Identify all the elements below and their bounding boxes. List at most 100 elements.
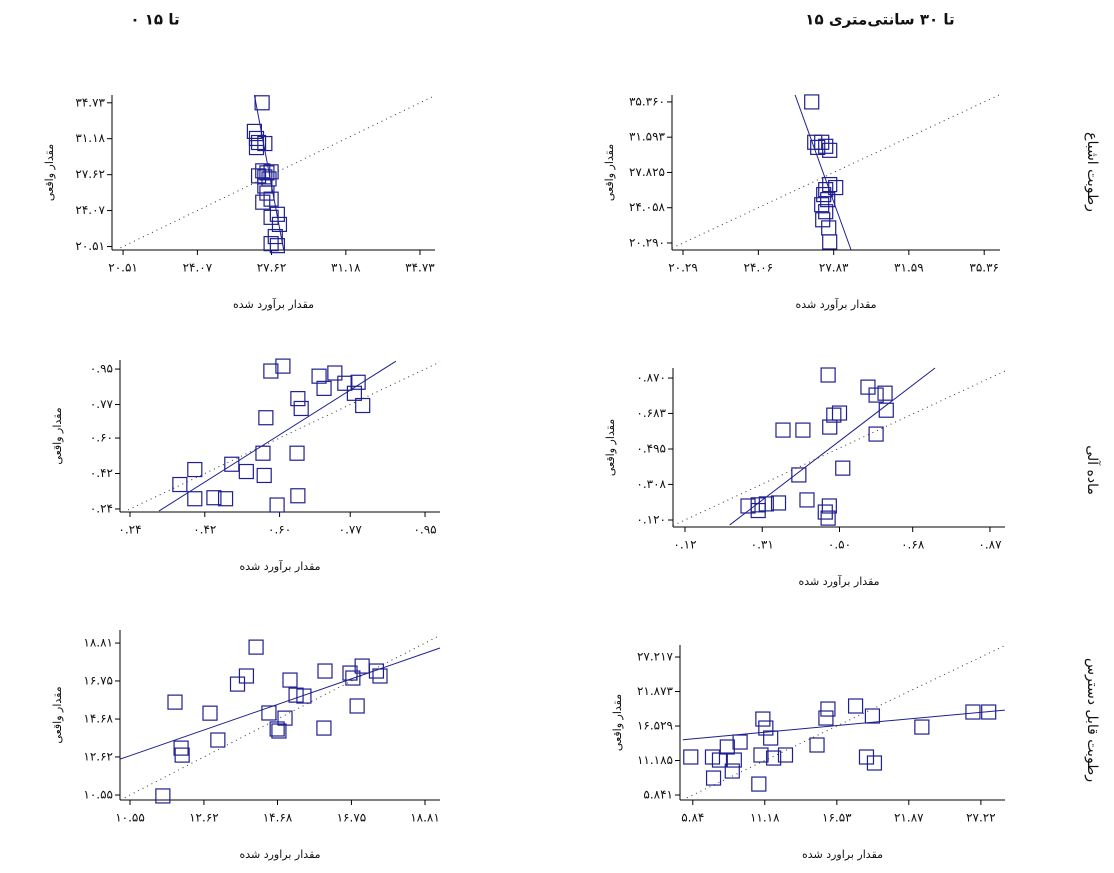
point (777, 747, 794, 763)
x-tick-label: ۳۱.۵۹ (894, 261, 924, 275)
row-title: رطوبت قابل دسترس (1084, 658, 1100, 782)
y-tick-label: ۰.۴۲ (90, 466, 113, 480)
y-tick-label: ۰.۳۰۸ (636, 477, 666, 491)
point (817, 504, 833, 520)
point (860, 379, 876, 395)
x-axis-title: مقدار برآورد شده (798, 574, 879, 588)
x-axis-title: مقدار براورد شده (239, 848, 320, 861)
x-tick-label: ۱۲.۶۲ (189, 811, 219, 825)
point (269, 206, 285, 222)
point (269, 497, 285, 513)
point (826, 407, 842, 423)
y-tick-label: ۱۸.۸۱ (83, 636, 113, 650)
y-axis-title: مقدار واقعی (611, 694, 624, 751)
y-tick-label: ۲۰.۲۹۰ (629, 235, 665, 249)
y-tick-label: ۰.۲۴ (90, 501, 113, 515)
x-tick-label: ۲۷.۸۳ (819, 261, 849, 275)
identity-line (672, 370, 1006, 527)
point (815, 212, 831, 228)
point (809, 737, 825, 753)
x-tick-label: ۰.۳۱ (751, 538, 774, 552)
identity-line (671, 94, 1000, 249)
column-title: ۱۵ تا ۳۰ سانتی‌متری (805, 11, 954, 29)
y-tick-label: ۱۱.۱۸۵ (637, 753, 673, 767)
point (250, 134, 267, 151)
identity-line (682, 645, 1006, 801)
point (345, 670, 361, 686)
point (174, 747, 190, 763)
x-tick-label: ۵.۸۴ (681, 811, 704, 825)
point (288, 687, 304, 703)
x-tick-label: ۲۷.۲۲ (966, 811, 996, 825)
point (866, 755, 883, 771)
y-axis-title: مقدار واقعی (43, 144, 56, 201)
point (263, 363, 279, 379)
y-tick-label: ۳۴.۷۳ (75, 95, 105, 109)
point (269, 721, 285, 737)
point (770, 495, 787, 511)
point (317, 663, 333, 679)
y-tick-label: ۱۶.۷۵ (83, 673, 113, 687)
point (290, 488, 306, 504)
x-tick-label: ۱۴.۶۸ (263, 811, 293, 825)
point (822, 419, 838, 435)
point (818, 138, 834, 154)
y-tick-label: ۱۲.۶۲ (83, 749, 113, 763)
y-axis-title: مقدار واقعی (51, 686, 64, 743)
point (259, 165, 275, 181)
y-tick-label: ۰.۶۸۳ (636, 406, 666, 420)
x-tick-label: ۳۴.۷۳ (405, 261, 435, 275)
point (732, 734, 748, 750)
point (167, 694, 183, 710)
point (820, 510, 836, 526)
point (293, 400, 309, 417)
x-axis-title: مقدار برآورد شده (239, 559, 320, 573)
y-tick-label: ۱۰.۵۵ (83, 788, 113, 802)
point (255, 163, 271, 179)
y-tick-label: ۰.۶۰ (90, 431, 113, 445)
point (820, 367, 836, 383)
point (766, 750, 782, 766)
x-tick-label: ۲۴.۰۷ (183, 261, 213, 275)
point (238, 463, 254, 480)
point (877, 385, 893, 401)
point (858, 749, 875, 765)
x-tick-label: ۲۰.۲۹ (668, 261, 698, 275)
x-tick-label: ۲۱.۸۷ (894, 811, 924, 825)
fit-line (682, 709, 1005, 741)
point (271, 723, 287, 739)
x-tick-label: ۲۷.۶۲ (257, 261, 287, 275)
point (818, 182, 834, 198)
point (269, 238, 285, 254)
x-tick-label: ۱۶.۷۵ (337, 811, 367, 825)
x-tick-label: ۰.۹۵ (413, 523, 436, 537)
point (263, 191, 279, 207)
x-tick-label: ۲۰.۵۱ (108, 261, 138, 275)
point (248, 130, 265, 147)
x-tick-label: ۰.۷۷ (339, 523, 363, 537)
point (259, 185, 275, 201)
point (822, 176, 838, 193)
point (750, 502, 766, 519)
point (202, 705, 218, 721)
point (821, 220, 837, 236)
x-axis-title: مقدار براورد شده (802, 848, 883, 861)
y-tick-label: ۲۷.۸۲۵ (629, 165, 665, 179)
point (822, 234, 838, 250)
point (816, 186, 832, 203)
y-tick-label: ۰.۱۲۰ (636, 512, 666, 526)
point (820, 192, 836, 208)
point (847, 698, 864, 714)
point (224, 456, 240, 472)
y-axis-title: مقدار واقعی (604, 419, 617, 476)
point (210, 732, 226, 748)
point (349, 698, 365, 714)
y-tick-label: ۱۴.۶۸ (83, 712, 113, 726)
point (217, 491, 234, 507)
y-tick-label: ۳۵.۳۶۰ (629, 94, 665, 108)
point (818, 710, 834, 726)
point (275, 358, 291, 374)
y-tick-label: ۲۷.۶۲ (75, 167, 105, 181)
y-axis-title: مقدار واقعی (51, 407, 64, 464)
point (337, 375, 353, 391)
